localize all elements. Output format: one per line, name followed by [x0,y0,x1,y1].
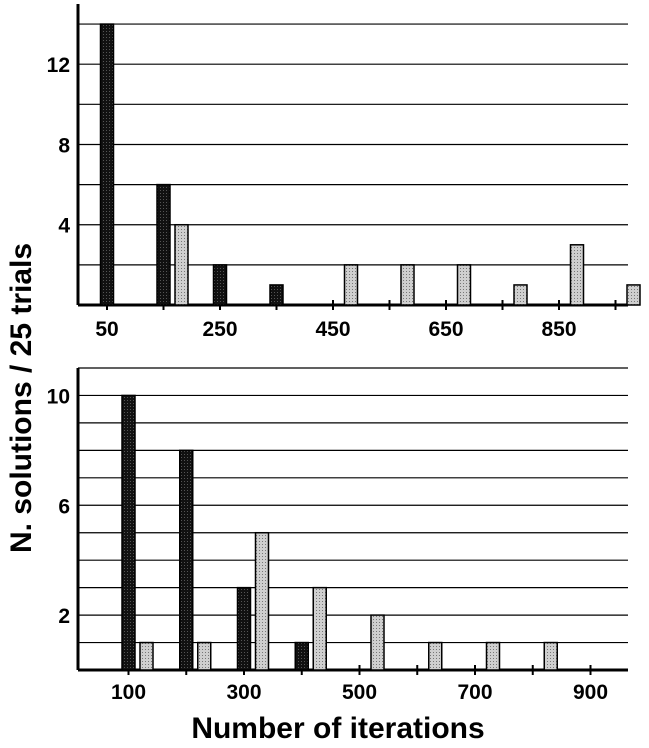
bar-light-300 [254,531,270,671]
y-axis-title: N. solutions / 25 trials [5,243,38,553]
bar-dark-250 [212,264,228,306]
bar-dark-150 [156,183,171,306]
bar-light-500 [370,614,385,671]
bar-dark-200 [179,449,194,671]
x-tick-label: 700 [457,681,492,704]
x-tick-label: 450 [315,318,350,341]
x-tick-label: 300 [226,681,261,704]
bar-dark-100 [121,394,136,671]
x-tick-label: 650 [428,318,463,341]
x-tick-label: 250 [202,318,237,341]
x-tick-label: 50 [95,318,118,341]
panel-top: 4 8 12 50 250 450 650 850 [47,4,641,341]
bar-dark-50 [99,23,115,306]
bar-dark-350 [269,284,284,306]
x-tick-label: 500 [342,681,377,704]
y-tick-label: 6 [58,495,70,518]
x-tick-label: 900 [573,681,608,704]
bar-dark-400 [294,641,309,671]
bar-light-200 [197,641,212,671]
y-tick-label: 12 [47,54,70,77]
bar-light-750 [513,284,528,306]
x-tick-label: 100 [111,681,146,704]
bar-light-400 [312,586,327,671]
bar-light-100 [139,641,154,671]
bar-light-600 [428,641,443,671]
bar-light-150 [174,223,189,306]
y-tick-label: 8 [58,134,70,157]
y-tick-label: 10 [47,385,70,408]
bar-light-800 [543,641,558,671]
x-axis-title: Number of iterations [191,712,484,743]
bar-light-650 [456,264,472,306]
bar-light-700 [485,641,501,671]
bar-light-450 [343,264,359,306]
panel-bottom: 2 6 10 100 300 500 700 900 [47,367,628,704]
bar-dark-300 [236,586,252,671]
y-tick-label: 2 [58,605,70,628]
y-tick-label: 4 [58,215,70,238]
x-tick-label: 850 [541,318,576,341]
bar-light-950 [626,284,641,306]
bar-light-850 [569,244,585,306]
bar-light-550 [400,264,415,306]
